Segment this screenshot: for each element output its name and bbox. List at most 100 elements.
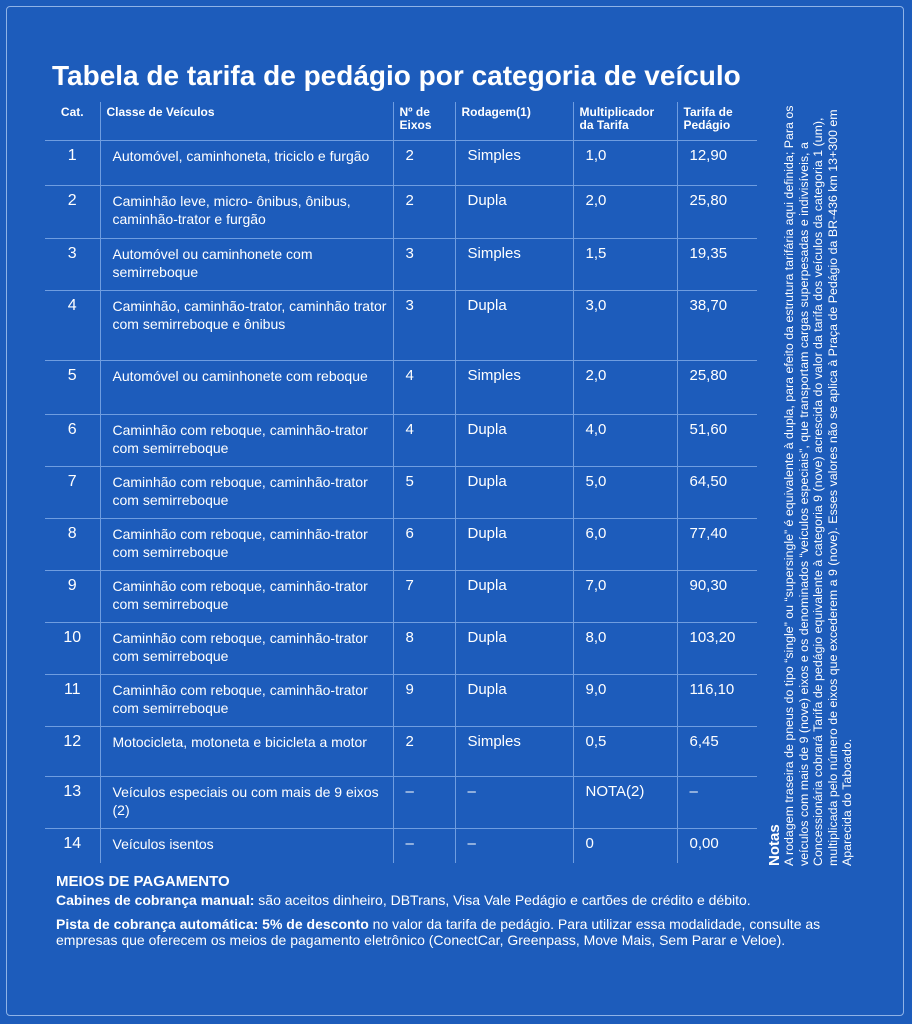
table-cell: Dupla [454, 185, 573, 239]
table-cell: Caminhão com reboque, caminhão-trator co… [99, 518, 393, 571]
table-cell: Dupla [454, 414, 573, 467]
table-cell: Dupla [454, 518, 573, 571]
table-cell: 3 [392, 238, 455, 291]
table-cell: 6 [392, 518, 455, 571]
table-cell: 25,80 [676, 185, 757, 239]
table-cell: – [392, 828, 455, 863]
table-cell: 12 [45, 726, 100, 777]
table-cell: 64,50 [676, 466, 757, 519]
header-cell: Cat. [60, 105, 84, 119]
header-cell: Tarifa de Pedágio [676, 102, 757, 141]
table-cell: Motocicleta, motoneta e bicicleta a moto… [99, 726, 393, 777]
table-cell: 6,0 [572, 518, 677, 571]
table-cell: 9 [392, 674, 455, 727]
table-cell: 3,0 [572, 290, 677, 361]
table-row: 10 Caminhão com reboque, caminhão-trator … [45, 622, 757, 675]
table-cell: Veículos isentos [99, 828, 393, 863]
table-cell: Caminhão com reboque, caminhão-trator co… [99, 674, 393, 727]
table-cell: 77,40 [676, 518, 757, 571]
table-cell: – [454, 776, 573, 829]
table-cell: 12,90 [676, 140, 757, 186]
table-cell: Automóvel, caminhoneta, triciclo e furgã… [99, 140, 393, 186]
table-cell: 3 [392, 290, 455, 361]
table-cell: 51,60 [676, 414, 757, 467]
table-cell: 8,0 [572, 622, 677, 675]
manual-label: Cabines de cobrança manual: [56, 892, 255, 908]
table-cell: Caminhão com reboque, caminhão-trator co… [99, 466, 393, 519]
table-cell: 4 [45, 290, 100, 361]
table-cell: Simples [454, 238, 573, 291]
table-cell: 4 [392, 360, 455, 415]
table-cell: Simples [454, 360, 573, 415]
table-cell: 116,10 [676, 674, 757, 727]
table-cell: 1,0 [572, 140, 677, 186]
table-cell: Caminhão com reboque, caminhão-trator co… [99, 414, 393, 467]
toll-table: Cat. Classe de Veículos Nº de Eixos Rodagem… [45, 102, 757, 863]
table-cell: 0 [572, 828, 677, 863]
table-row: 13 Veículos especiais ou com mais de 9 ei… [45, 776, 757, 829]
table-cell: 4 [392, 414, 455, 467]
notes: Notas A rodagem traseira de pneus do tip… [766, 66, 854, 866]
payment-title: MEIOS DE PAGAMENTO [56, 873, 230, 890]
table-cell: 2 [45, 185, 100, 239]
table-cell: 2,0 [572, 360, 677, 415]
table-cell: 6 [45, 414, 100, 467]
payment: MEIOS DE PAGAMENTO Cabines de cobrança m… [56, 874, 846, 956]
table-row: 5 Automóvel ou caminhonete com reboque 4 Si… [45, 360, 757, 415]
table-body: 1 Automóvel, caminhoneta, triciclo e furg… [45, 140, 757, 863]
table-row: 14 Veículos isentos – –0 0,00 [45, 828, 757, 863]
table-cell: 8 [45, 518, 100, 571]
table-cell: Veículos especiais ou com mais de 9 eixo… [99, 776, 393, 829]
table-cell: 5,0 [572, 466, 677, 519]
payment-auto: Pista de cobrança automática: 5% de desc… [56, 916, 846, 948]
header-cell: Multiplicador da Tarifa [572, 102, 677, 141]
table-cell: Dupla [454, 674, 573, 727]
table-cell: Simples [454, 726, 573, 777]
table-row: 3 Automóvel ou caminhonete com semirreboq… [45, 238, 757, 291]
table-cell: – [676, 776, 757, 829]
table-cell: 7 [45, 466, 100, 519]
header-cell: Classe de Veículos [99, 102, 393, 141]
table-cell: Dupla [454, 570, 573, 623]
table-cell: 10 [45, 622, 100, 675]
header-cell: Rodagem(1) [454, 102, 573, 141]
table-cell: 1 [45, 140, 100, 186]
table-row: 12 Motocicleta, motoneta e bicicleta a mo… [45, 726, 757, 777]
table-cell: 2 [392, 140, 455, 186]
table-cell: Dupla [454, 290, 573, 361]
table-cell: 7 [392, 570, 455, 623]
table-cell: 13 [45, 776, 100, 829]
table-cell: 1,5 [572, 238, 677, 291]
table-row: 11 Caminhão com reboque, caminhão-trator … [45, 674, 757, 727]
table-row: 9 Caminhão com reboque, caminhão-trator c… [45, 570, 757, 623]
table-cell: 7,0 [572, 570, 677, 623]
table-cell: 14 [45, 828, 100, 863]
notes-title: Notas [766, 824, 783, 866]
table-row: 2 Caminhão leve, micro- ônibus, ônibus, c… [45, 185, 757, 239]
title: Tabela de tarifa de pedágio por categori… [52, 60, 741, 91]
table-cell: 90,30 [676, 570, 757, 623]
table-cell: 103,20 [676, 622, 757, 675]
table-cell: 2 [392, 185, 455, 239]
table-row: 8 Caminhão com reboque, caminhão-trator c… [45, 518, 757, 571]
table-cell: 2,0 [572, 185, 677, 239]
table-row: 6 Caminhão com reboque, caminhão-trator c… [45, 414, 757, 467]
table-cell: – [392, 776, 455, 829]
table-cell: Automóvel ou caminhonete com reboque [99, 360, 393, 415]
table-cell: NOTA(2) [572, 776, 677, 829]
table-cell: Dupla [454, 466, 573, 519]
table-cell: Dupla [454, 622, 573, 675]
table-cell: Automóvel ou caminhonete com semirreboqu… [99, 238, 393, 291]
table-cell: 9 [45, 570, 100, 623]
table-cell: 38,70 [676, 290, 757, 361]
table-cell: 8 [392, 622, 455, 675]
auto-text: no valor da tarifa de pedágio. Para util… [56, 916, 821, 948]
table-cell: 0,5 [572, 726, 677, 777]
table-cell: 5 [392, 466, 455, 519]
table-cell: 2 [392, 726, 455, 777]
table-cell: 19,35 [676, 238, 757, 291]
frame [6, 6, 904, 1016]
table-cell: 0,00 [676, 828, 757, 863]
table-row: 1 Automóvel, caminhoneta, triciclo e furg… [45, 140, 757, 186]
table-cell: 5 [45, 360, 100, 415]
